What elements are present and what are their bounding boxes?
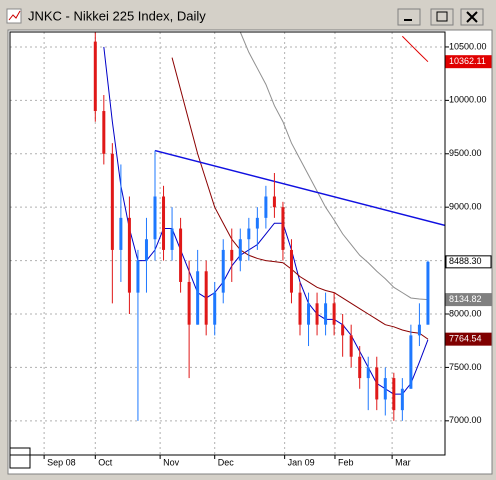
window-title: JNKC - Nikkei 225 Index, Daily	[28, 8, 206, 23]
candle-body	[341, 324, 345, 336]
y-tick-label: 8000.00	[449, 308, 482, 318]
price-tag	[445, 55, 492, 69]
moving-average	[171, 57, 429, 340]
plot-border	[9, 31, 446, 456]
x-tick-label: Nov	[163, 457, 180, 467]
candle-body	[230, 249, 234, 261]
trend-line	[154, 149, 445, 227]
y-tick-label: 7500.00	[449, 362, 482, 372]
x-tick-label: Jan 09	[288, 457, 315, 467]
candle-body	[375, 367, 379, 400]
moving-average	[401, 35, 429, 63]
candle-body	[144, 239, 148, 261]
price-tag-label: 10362.11	[449, 56, 486, 66]
candle-body	[400, 388, 404, 411]
candle-body	[127, 217, 131, 293]
candle-body	[281, 207, 285, 250]
candle-body	[119, 217, 123, 250]
candle-body	[162, 196, 166, 250]
candle-body	[153, 196, 157, 240]
candle-body	[324, 303, 328, 325]
candle-body	[179, 228, 183, 282]
candle-body	[307, 303, 311, 325]
candle-body	[358, 356, 362, 379]
price-tag-label: 8488.30	[449, 256, 482, 266]
app-icon-glyph	[8, 10, 21, 21]
candle-body	[264, 196, 268, 218]
candle-body	[187, 281, 191, 325]
axes: 7000.007500.008000.008500.009000.009500.…	[43, 41, 492, 467]
x-tick-label: Sep 08	[47, 457, 76, 467]
candle-body	[102, 111, 106, 154]
close-glyph	[466, 11, 478, 23]
price-tag-label: 8134.82	[449, 294, 482, 304]
y-tick-label: 7000.00	[449, 415, 482, 425]
candle-body	[409, 335, 413, 389]
candle-body	[247, 228, 251, 240]
candle-body	[315, 303, 319, 325]
price-tag	[445, 332, 492, 346]
y-tick-label: 10000.00	[449, 95, 487, 105]
corner-box	[9, 447, 31, 469]
candle-body	[196, 271, 200, 325]
x-tick-label: Feb	[338, 457, 354, 467]
y-tick-label: 9000.00	[449, 202, 482, 212]
candle-body	[349, 335, 353, 357]
plot	[93, 32, 445, 421]
candle-body	[417, 324, 421, 336]
maximize-glyph	[436, 11, 448, 22]
chart-area	[7, 29, 493, 475]
x-tick-label: Dec	[218, 457, 235, 467]
candle-body	[170, 228, 174, 250]
x-tick-label: Mar	[395, 457, 411, 467]
candle-body	[110, 153, 114, 250]
candle-body	[383, 378, 387, 400]
y-tick-label: 10500.00	[449, 41, 487, 51]
price-tag-label: 7764.54	[449, 334, 482, 344]
candle-body	[289, 249, 293, 293]
candle-body	[332, 303, 336, 325]
x-tick-label: Oct	[98, 457, 113, 467]
moving-average	[103, 46, 429, 395]
candle-body	[238, 239, 242, 261]
candle-body	[366, 367, 370, 379]
price-tag	[445, 293, 492, 307]
maximize-button[interactable]	[430, 8, 454, 26]
minimize-button[interactable]	[397, 8, 421, 26]
candle-body	[221, 249, 225, 293]
candle-body	[255, 217, 259, 229]
candle-body	[392, 378, 396, 411]
price-tag	[445, 255, 492, 269]
candle-body	[426, 261, 430, 325]
moving-average	[239, 32, 428, 301]
candle-body	[272, 196, 276, 208]
candle-body	[213, 292, 217, 325]
candle-body	[298, 292, 302, 325]
candle-body	[136, 260, 140, 293]
candle-body	[93, 41, 97, 112]
y-tick-label: 9500.00	[449, 148, 482, 158]
candle-body	[204, 271, 208, 325]
